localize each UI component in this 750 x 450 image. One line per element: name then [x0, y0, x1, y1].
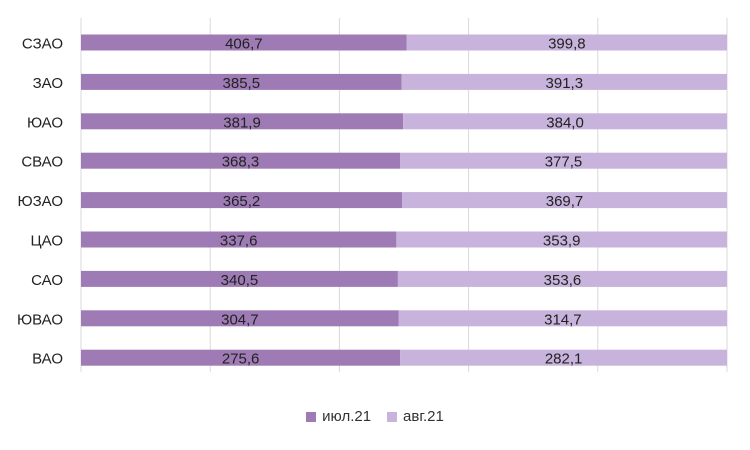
category-label: СЗАО [22, 36, 63, 53]
data-label: 399,8 [548, 36, 586, 53]
data-label: 377,5 [545, 154, 583, 171]
bar-aug21[interactable] [401, 73, 727, 90]
data-label: 365,2 [223, 193, 261, 210]
bar-jul21[interactable] [81, 73, 402, 90]
bar-jul21[interactable] [81, 231, 397, 248]
category-label: ЮАО [27, 114, 63, 131]
bar-jul21[interactable] [81, 349, 401, 366]
legend-item-series-2[interactable]: авг.21 [387, 408, 444, 425]
legend-swatch [387, 411, 398, 422]
data-label: 391,3 [546, 75, 584, 92]
bar-aug21[interactable] [402, 192, 727, 209]
bar-jul21[interactable] [81, 113, 404, 130]
data-label: 406,7 [225, 36, 263, 53]
data-label: 368,3 [222, 154, 260, 171]
bar-aug21[interactable] [400, 152, 727, 169]
data-label: 369,7 [546, 193, 584, 210]
legend-label: июл.21 [322, 408, 372, 425]
bar-jul21[interactable] [81, 192, 403, 209]
data-label: 353,9 [543, 233, 581, 250]
bar-jul21[interactable] [81, 34, 407, 51]
legend-swatch [306, 411, 317, 422]
bar-aug21[interactable] [398, 310, 727, 327]
bar-aug21[interactable] [396, 231, 727, 248]
data-label: 353,6 [544, 272, 582, 289]
category-label: ВАО [32, 351, 63, 368]
data-label: 337,6 [220, 233, 258, 250]
data-label: 384,0 [546, 114, 584, 131]
data-label: 340,5 [221, 272, 259, 289]
bar-aug21[interactable] [406, 34, 727, 51]
category-label: ЦАО [31, 233, 63, 250]
y-axis-labels: СЗАО ЗАО ЮАО СВАО ЮЗАО ЦАО САО ЮВАО ВАО [17, 36, 63, 368]
bar-jul21[interactable] [81, 270, 398, 287]
category-label: ЗАО [33, 75, 63, 92]
bar-jul21[interactable] [81, 152, 401, 169]
category-label: САО [31, 272, 63, 289]
legend-item-series-1[interactable]: июл.21 [306, 408, 371, 425]
legend-label: авг.21 [403, 408, 444, 425]
bar-jul21[interactable] [81, 310, 399, 327]
data-label: 381,9 [223, 114, 261, 131]
data-label: 275,6 [222, 351, 260, 368]
data-label: 314,7 [544, 311, 582, 328]
category-label: ЮВАО [17, 311, 63, 328]
data-label: 304,7 [221, 311, 259, 328]
category-label: СВАО [21, 154, 63, 171]
legend: июл.21 авг.21 [0, 408, 750, 425]
bar-aug21[interactable] [397, 270, 727, 287]
data-label: 385,5 [223, 75, 261, 92]
bar-aug21[interactable] [400, 349, 727, 366]
bars: 406,7 399,8 385,5 391,3 381,9 384,0 368,3 377,5… [81, 34, 727, 368]
data-label: 282,1 [545, 351, 583, 368]
bar-aug21[interactable] [403, 113, 727, 130]
category-label: ЮЗАО [17, 193, 63, 210]
